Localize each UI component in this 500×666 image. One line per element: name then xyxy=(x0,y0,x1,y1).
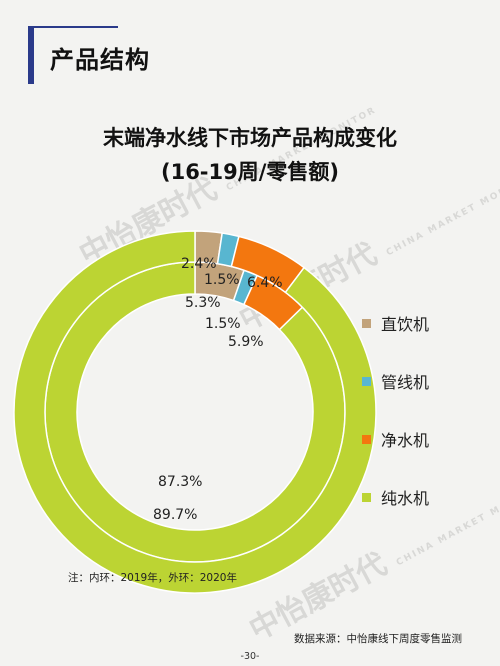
chart-legend: 直饮机 管线机 净水机 纯水机 xyxy=(362,312,429,544)
section-top-line xyxy=(28,26,118,28)
legend-label: 净水机 xyxy=(381,431,430,450)
page-number: -30- xyxy=(240,651,260,662)
donut-labels: 5.3%1.5%5.9%87.3%2.4%1.5% 6.4%89.7% xyxy=(153,256,283,523)
legend-swatch xyxy=(362,434,371,444)
inner-ring-label-3: 87.3% xyxy=(158,474,202,490)
legend-label: 管线机 xyxy=(381,373,430,392)
chart-subtitle: (16-19周/零售额) xyxy=(160,160,340,184)
donut-rings xyxy=(13,230,377,594)
section-title: 产品结构 xyxy=(50,46,150,74)
section-accent-bar xyxy=(28,26,34,84)
legend-swatch xyxy=(362,318,371,328)
legend-swatch xyxy=(362,492,371,502)
data-source: 数据来源：中怡康线下周度零售监测 xyxy=(294,633,462,645)
chart-title: 末端净水线下市场产品构成变化 xyxy=(103,126,397,150)
inner-ring-label-0: 5.3% xyxy=(185,295,221,311)
outer-ring-label-1: 1.5% xyxy=(204,272,240,288)
legend-item-guanxianji: 管线机 xyxy=(362,370,429,392)
inner-ring-label-1: 1.5% xyxy=(205,316,241,332)
legend-swatch xyxy=(362,376,371,386)
legend-label: 纯水机 xyxy=(381,489,430,508)
legend-label: 直饮机 xyxy=(381,315,430,334)
outer-ring-label-0: 2.4% xyxy=(181,256,217,272)
legend-item-jingshuiji: 净水机 xyxy=(362,428,429,450)
legend-item-zhiyinji: 直饮机 xyxy=(362,312,429,334)
outer-ring-slice-3 xyxy=(13,230,377,594)
outer-ring-label-3: 89.7% xyxy=(153,507,197,523)
legend-item-chunshuiji: 纯水机 xyxy=(362,486,429,508)
inner-ring-label-2: 5.9% xyxy=(228,334,264,350)
chart-note: 注：内环：2019年，外环：2020年 xyxy=(68,572,237,584)
outer-ring-label-2: 6.4% xyxy=(247,275,283,291)
